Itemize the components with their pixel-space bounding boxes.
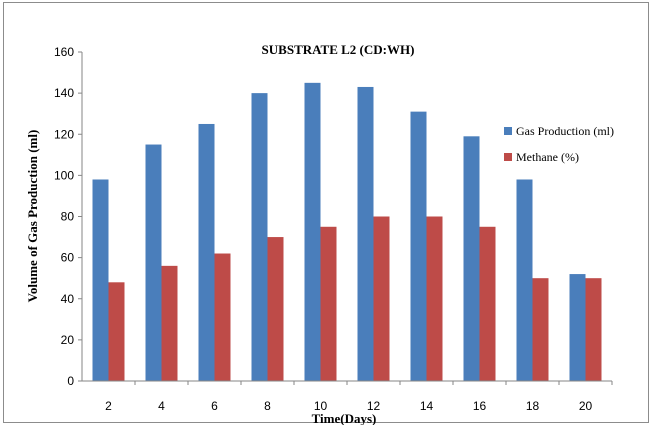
x-tick-label: 14 bbox=[420, 399, 434, 413]
bar-methane-10 bbox=[320, 226, 337, 381]
bar-gas-production-2 bbox=[92, 179, 109, 381]
bar-gas-production-16 bbox=[463, 136, 480, 381]
bars-layer bbox=[92, 82, 602, 382]
bar-methane-6 bbox=[214, 253, 231, 381]
x-tick-label: 18 bbox=[526, 399, 540, 413]
y-tick-label: 80 bbox=[61, 210, 75, 224]
bar-gas-production-6 bbox=[198, 123, 215, 381]
bar-gas-production-8 bbox=[251, 93, 268, 381]
bar-methane-12 bbox=[373, 216, 390, 381]
bar-methane-16 bbox=[479, 226, 496, 381]
y-tick-label: 20 bbox=[61, 333, 75, 347]
x-tick-label: 20 bbox=[579, 399, 593, 413]
y-axis-title: Volume of Gas Production (ml) bbox=[25, 130, 40, 303]
chart-title: SUBSTRATE L2 (CD:WH) bbox=[262, 42, 415, 57]
bar-gas-production-18 bbox=[516, 179, 533, 381]
bar-gas-production-4 bbox=[145, 144, 162, 381]
y-tick-label: 60 bbox=[61, 251, 75, 265]
x-tick-label: 4 bbox=[158, 399, 165, 413]
y-tick-label: 160 bbox=[54, 45, 74, 59]
x-tick-label: 2 bbox=[105, 399, 112, 413]
bar-methane-18 bbox=[532, 278, 549, 381]
y-ticks-layer: 0 20 40 60 80 100 120 140 160 bbox=[54, 45, 82, 388]
bar-gas-production-12 bbox=[357, 86, 374, 382]
bar-gas-production-20 bbox=[569, 274, 586, 381]
legend-swatch-gas-production bbox=[504, 127, 512, 135]
x-ticks-layer: 2 4 6 8 10 12 14 16 18 20 bbox=[105, 381, 613, 413]
bar-methane-20 bbox=[585, 278, 602, 381]
legend-label-methane: Methane (%) bbox=[516, 150, 579, 164]
x-tick-label: 8 bbox=[264, 399, 271, 413]
legend-swatch-methane bbox=[504, 153, 512, 161]
x-axis-title: Time(Days) bbox=[312, 411, 377, 425]
y-tick-label: 120 bbox=[54, 127, 74, 141]
bar-gas-production-10 bbox=[304, 82, 321, 381]
x-tick-label: 10 bbox=[314, 399, 328, 413]
x-tick-label: 12 bbox=[367, 399, 381, 413]
y-tick-label: 100 bbox=[54, 168, 74, 182]
bar-methane-2 bbox=[108, 282, 125, 381]
x-tick-label: 6 bbox=[211, 399, 218, 413]
legend: Gas Production (ml) Methane (%) bbox=[504, 124, 614, 164]
legend-label-gas-production: Gas Production (ml) bbox=[516, 124, 614, 138]
y-tick-label: 140 bbox=[54, 86, 74, 100]
bar-methane-4 bbox=[161, 265, 178, 381]
bar-gas-production-14 bbox=[410, 111, 427, 381]
bar-methane-8 bbox=[267, 237, 284, 381]
x-tick-label: 16 bbox=[473, 399, 487, 413]
y-tick-label: 40 bbox=[61, 292, 75, 306]
bar-methane-14 bbox=[426, 216, 443, 381]
y-tick-label: 0 bbox=[67, 374, 74, 388]
